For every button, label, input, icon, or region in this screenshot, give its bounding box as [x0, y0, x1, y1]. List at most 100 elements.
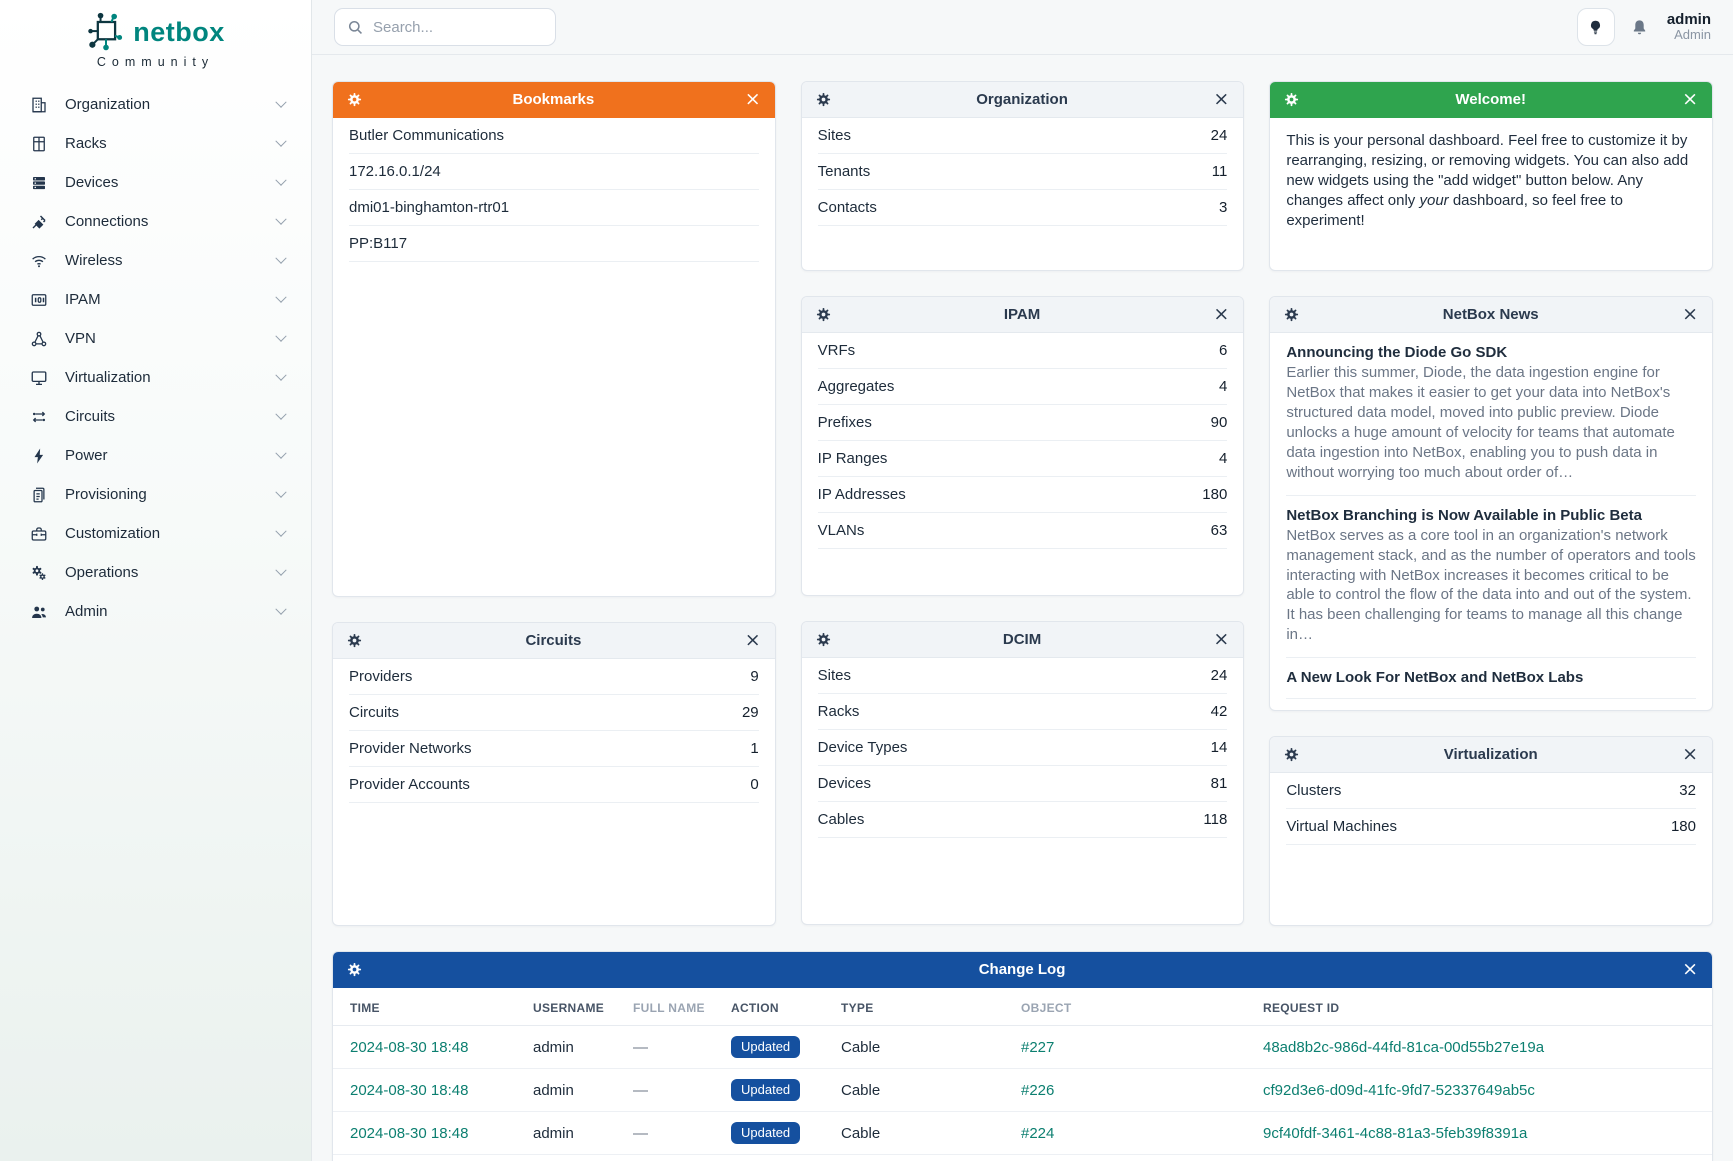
- user-menu[interactable]: admin Admin: [1667, 11, 1711, 43]
- stat-row[interactable]: Circuits 29: [349, 695, 759, 731]
- news-excerpt: Earlier this summer, Diode, the data ing…: [1286, 364, 1675, 481]
- stat-row[interactable]: Virtual Machines 180: [1286, 809, 1696, 845]
- gear-icon[interactable]: [814, 90, 833, 109]
- search-input[interactable]: [373, 18, 543, 36]
- sidebar-item-organization[interactable]: Organization: [0, 85, 311, 124]
- changelog-request-id-link[interactable]: cf92d3e6-d09d-41fc-9fd7-52337649ab5c: [1263, 1081, 1535, 1099]
- close-icon[interactable]: ×: [744, 629, 761, 651]
- widget-circuits: Circuits × Providers 9 Circuits 29 Provide…: [332, 622, 776, 926]
- widget-title: Bookmarks: [512, 91, 595, 108]
- brand[interactable]: netbox Community: [0, 0, 311, 69]
- stat-row[interactable]: Contacts 3: [817, 190, 1228, 226]
- bookmark-item[interactable]: 172.16.0.1/24: [349, 154, 759, 190]
- sidebar-item-provisioning[interactable]: Provisioning: [0, 475, 311, 514]
- user-name: admin: [1666, 10, 1711, 28]
- sidebar-item-customization[interactable]: Customization: [0, 514, 311, 553]
- notifications-button[interactable]: [1630, 18, 1649, 37]
- gear-icon[interactable]: [1282, 745, 1301, 764]
- server-stack-icon: [30, 173, 49, 192]
- changelog-request-id-link[interactable]: 9cf40fdf-3461-4c88-81a3-5feb39f8391a: [1263, 1124, 1528, 1142]
- changelog-request-id-link[interactable]: 48ad8b2c-986d-44fd-81ca-00d55b27e19a: [1263, 1038, 1545, 1056]
- close-icon[interactable]: ×: [1213, 88, 1230, 110]
- changelog-time-link[interactable]: 2024-08-30 18:48: [350, 1081, 469, 1099]
- bookmark-item[interactable]: dmi01-binghamton-rtr01: [349, 190, 759, 226]
- sidebar-item-admin[interactable]: Admin: [0, 592, 311, 631]
- stat-row[interactable]: Providers 9: [349, 659, 759, 695]
- sidebar-item-connections[interactable]: Connections: [0, 202, 311, 241]
- stat-row[interactable]: Cables 118: [817, 802, 1228, 838]
- sidebar-item-wireless[interactable]: Wireless: [0, 241, 311, 280]
- changelog-object-link[interactable]: #227: [1021, 1038, 1055, 1056]
- stat-row[interactable]: Device Types 14: [817, 730, 1228, 766]
- chevron-down-icon: [275, 486, 287, 498]
- gear-icon[interactable]: [345, 90, 364, 109]
- theme-toggle-button[interactable]: [1576, 8, 1615, 46]
- sidebar-item-vpn[interactable]: VPN: [0, 319, 311, 358]
- changelog-time-link[interactable]: 2024-08-30 18:48: [350, 1038, 469, 1056]
- close-icon[interactable]: ×: [1682, 303, 1698, 325]
- changelog-type: Cable: [831, 1068, 1011, 1112]
- search-icon: [347, 19, 364, 36]
- stat-row[interactable]: VLANs 63: [817, 513, 1228, 549]
- changelog-object-link[interactable]: #224: [1021, 1124, 1055, 1142]
- close-icon[interactable]: ×: [1213, 628, 1230, 650]
- close-icon[interactable]: ×: [1682, 88, 1698, 110]
- wifi-icon: [30, 251, 49, 270]
- binary-icon: [30, 290, 49, 309]
- column-header-username: USERNAME: [523, 988, 623, 1026]
- close-icon[interactable]: ×: [1682, 743, 1698, 765]
- chevron-down-icon: [275, 447, 287, 459]
- sidebar-item-virtualization[interactable]: Virtualization: [0, 358, 311, 397]
- sidebar-item-power[interactable]: Power: [0, 436, 311, 475]
- brand-subtitle: Community: [96, 55, 215, 69]
- bookmark-item[interactable]: PP:B117: [349, 226, 759, 262]
- news-title[interactable]: NetBox Branching is Now Available in Pub…: [1286, 506, 1642, 524]
- topbar: admin Admin: [312, 0, 1733, 55]
- news-title[interactable]: A New Look For NetBox and NetBox Labs: [1286, 669, 1584, 687]
- stat-row[interactable]: Racks 42: [817, 694, 1228, 730]
- widget-title: NetBox News: [1442, 306, 1539, 323]
- stat-row[interactable]: VRFs 6: [817, 333, 1228, 369]
- gear-icon[interactable]: [345, 631, 364, 650]
- changelog-object-link[interactable]: #226: [1021, 1081, 1055, 1099]
- gear-icon[interactable]: [1282, 305, 1301, 324]
- stat-row[interactable]: Clusters 32: [1286, 773, 1696, 809]
- stat-row[interactable]: Tenants 11: [817, 154, 1228, 190]
- close-icon[interactable]: ×: [744, 88, 761, 110]
- gear-icon[interactable]: [1282, 90, 1301, 109]
- stat-row[interactable]: Sites 24: [817, 118, 1228, 154]
- sidebar-item-racks[interactable]: Racks: [0, 124, 311, 163]
- stat-row[interactable]: Devices 81: [817, 766, 1228, 802]
- gear-icon[interactable]: [345, 960, 364, 979]
- chevron-down-icon: [275, 603, 287, 615]
- stat-row[interactable]: IP Addresses 180: [817, 477, 1228, 513]
- table-row: 2024-08-30 18:48 admin — Updated Cable #…: [333, 1068, 1712, 1112]
- widget-virtualization: Virtualization × Clusters 32 Virtual Mach…: [1269, 736, 1713, 926]
- dashboard: Bookmarks × Butler Communications 172.16…: [312, 55, 1733, 1161]
- rack-icon: [30, 134, 49, 153]
- sidebar-item-operations[interactable]: Operations: [0, 553, 311, 592]
- changelog-full-name: —: [633, 1124, 648, 1142]
- stat-row[interactable]: Prefixes 90: [817, 405, 1228, 441]
- stat-row[interactable]: Aggregates 4: [817, 369, 1228, 405]
- stat-row[interactable]: IP Ranges 4: [817, 441, 1228, 477]
- sidebar-item-circuits[interactable]: Circuits: [0, 397, 311, 436]
- stat-row[interactable]: Provider Accounts 0: [349, 767, 759, 803]
- stat-row[interactable]: Provider Networks 1: [349, 731, 759, 767]
- chevron-down-icon: [275, 135, 287, 147]
- chevron-down-icon: [275, 525, 287, 537]
- close-icon[interactable]: ×: [1682, 958, 1698, 980]
- gear-icon[interactable]: [814, 305, 833, 324]
- toolbox-icon: [30, 524, 49, 543]
- gear-icon[interactable]: [814, 630, 833, 649]
- column-header-time: TIME: [333, 988, 523, 1026]
- changelog-time-link[interactable]: 2024-08-30 18:48: [350, 1124, 469, 1142]
- sidebar-item-devices[interactable]: Devices: [0, 163, 311, 202]
- sidebar-item-ipam[interactable]: IPAM: [0, 280, 311, 319]
- news-title[interactable]: Announcing the Diode Go SDK: [1286, 344, 1508, 361]
- widget-bookmarks: Bookmarks × Butler Communications 172.16…: [332, 81, 776, 597]
- close-icon[interactable]: ×: [1213, 303, 1230, 325]
- stat-row[interactable]: Sites 24: [817, 658, 1228, 694]
- sidebar-item-label: Racks: [65, 135, 107, 152]
- bookmark-item[interactable]: Butler Communications: [349, 118, 759, 154]
